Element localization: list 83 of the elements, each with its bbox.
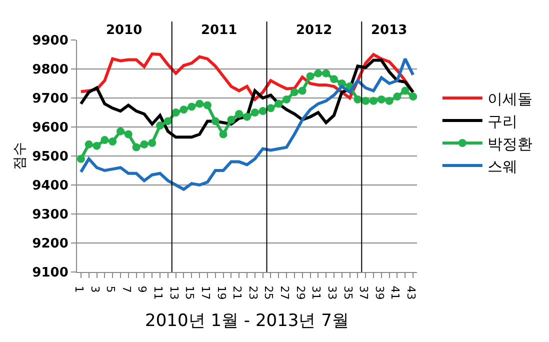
text: 2012: [296, 23, 332, 38]
x-tick-label: 25: [262, 286, 276, 300]
point: [164, 117, 172, 126]
point: [140, 140, 148, 148]
point: [377, 95, 386, 104]
x-tick-label: 37: [357, 286, 370, 300]
point: [266, 104, 275, 112]
line-series: [79, 57, 415, 191]
x-tick-label: 1: [72, 286, 86, 293]
point: [290, 88, 298, 96]
x-tick-label: 23: [246, 286, 260, 300]
point: [354, 95, 362, 104]
legend-label: 구리: [487, 112, 518, 130]
y-tick-label: 9700: [32, 92, 68, 107]
x-tick-label: 27: [278, 286, 292, 300]
x-tick-label: 41: [388, 286, 402, 300]
point: [393, 92, 402, 101]
x-tick-label: 17: [198, 286, 212, 300]
point: [100, 136, 109, 144]
point: [203, 101, 212, 110]
x-tick-label: 21: [230, 286, 244, 300]
point: [385, 96, 394, 105]
point: [148, 138, 156, 147]
point: [258, 107, 267, 116]
y-tick-label: 9900: [32, 34, 68, 49]
point: [322, 69, 330, 78]
x-tick-label: 35: [341, 286, 354, 300]
point: [314, 69, 322, 78]
point: [188, 102, 196, 111]
point: [116, 127, 124, 136]
point: [156, 122, 164, 130]
x-tick-label: 9: [136, 286, 149, 293]
x-tick-label: 5: [104, 286, 118, 293]
x-tick-label: 29: [294, 286, 307, 300]
legend-label: 이세돌: [487, 90, 532, 108]
x-tick-label: 3: [88, 286, 102, 293]
point: [370, 96, 378, 105]
y-tick-label: 9800: [32, 62, 68, 78]
x-tick-label: 33: [325, 286, 338, 300]
x-tick-label: 31: [310, 286, 323, 300]
point: [108, 138, 117, 146]
point: [211, 117, 220, 126]
point: [227, 116, 236, 124]
y-tick-label: 9500: [32, 150, 68, 165]
text: 2010: [106, 23, 142, 38]
point: [362, 96, 370, 105]
point: [180, 106, 188, 114]
point: [219, 130, 228, 138]
legend-label: 스웨: [487, 157, 518, 176]
x-tick-label: 7: [120, 286, 133, 293]
point: [306, 72, 314, 80]
point: [124, 130, 132, 138]
point: [298, 86, 306, 95]
point: [401, 86, 410, 95]
point: [409, 92, 417, 101]
point: [196, 100, 204, 108]
x-tick-label: 43: [404, 286, 418, 300]
x-tick-label: 15: [183, 286, 196, 300]
x-axis-title: 2010년 1월 - 2013년 7월: [145, 311, 349, 332]
point: [77, 154, 85, 163]
y-tick-label: 9400: [32, 178, 68, 194]
x-tick-label: 19: [214, 286, 228, 300]
x-tick-label: 13: [167, 286, 180, 300]
point: [330, 75, 338, 84]
y-tick-label: 9200: [32, 236, 68, 252]
x-tick-label: 11: [152, 286, 165, 300]
y-tick-label: 9100: [32, 266, 68, 281]
point: [274, 100, 283, 108]
y-tick-label: 9300: [32, 208, 68, 223]
text: 2011: [201, 23, 238, 38]
point: [172, 108, 180, 116]
point: [84, 140, 93, 148]
legend-label: 박정환: [487, 134, 532, 153]
point: [132, 143, 140, 152]
point: [250, 108, 259, 116]
point: [235, 110, 244, 118]
x-tick-label: 39: [372, 286, 386, 300]
text: 2013: [371, 23, 408, 38]
y-axis-title: 점수: [12, 142, 28, 170]
point: [92, 142, 101, 150]
point: [243, 112, 251, 121]
point: [282, 95, 291, 104]
y-tick-label: 9600: [32, 120, 68, 136]
